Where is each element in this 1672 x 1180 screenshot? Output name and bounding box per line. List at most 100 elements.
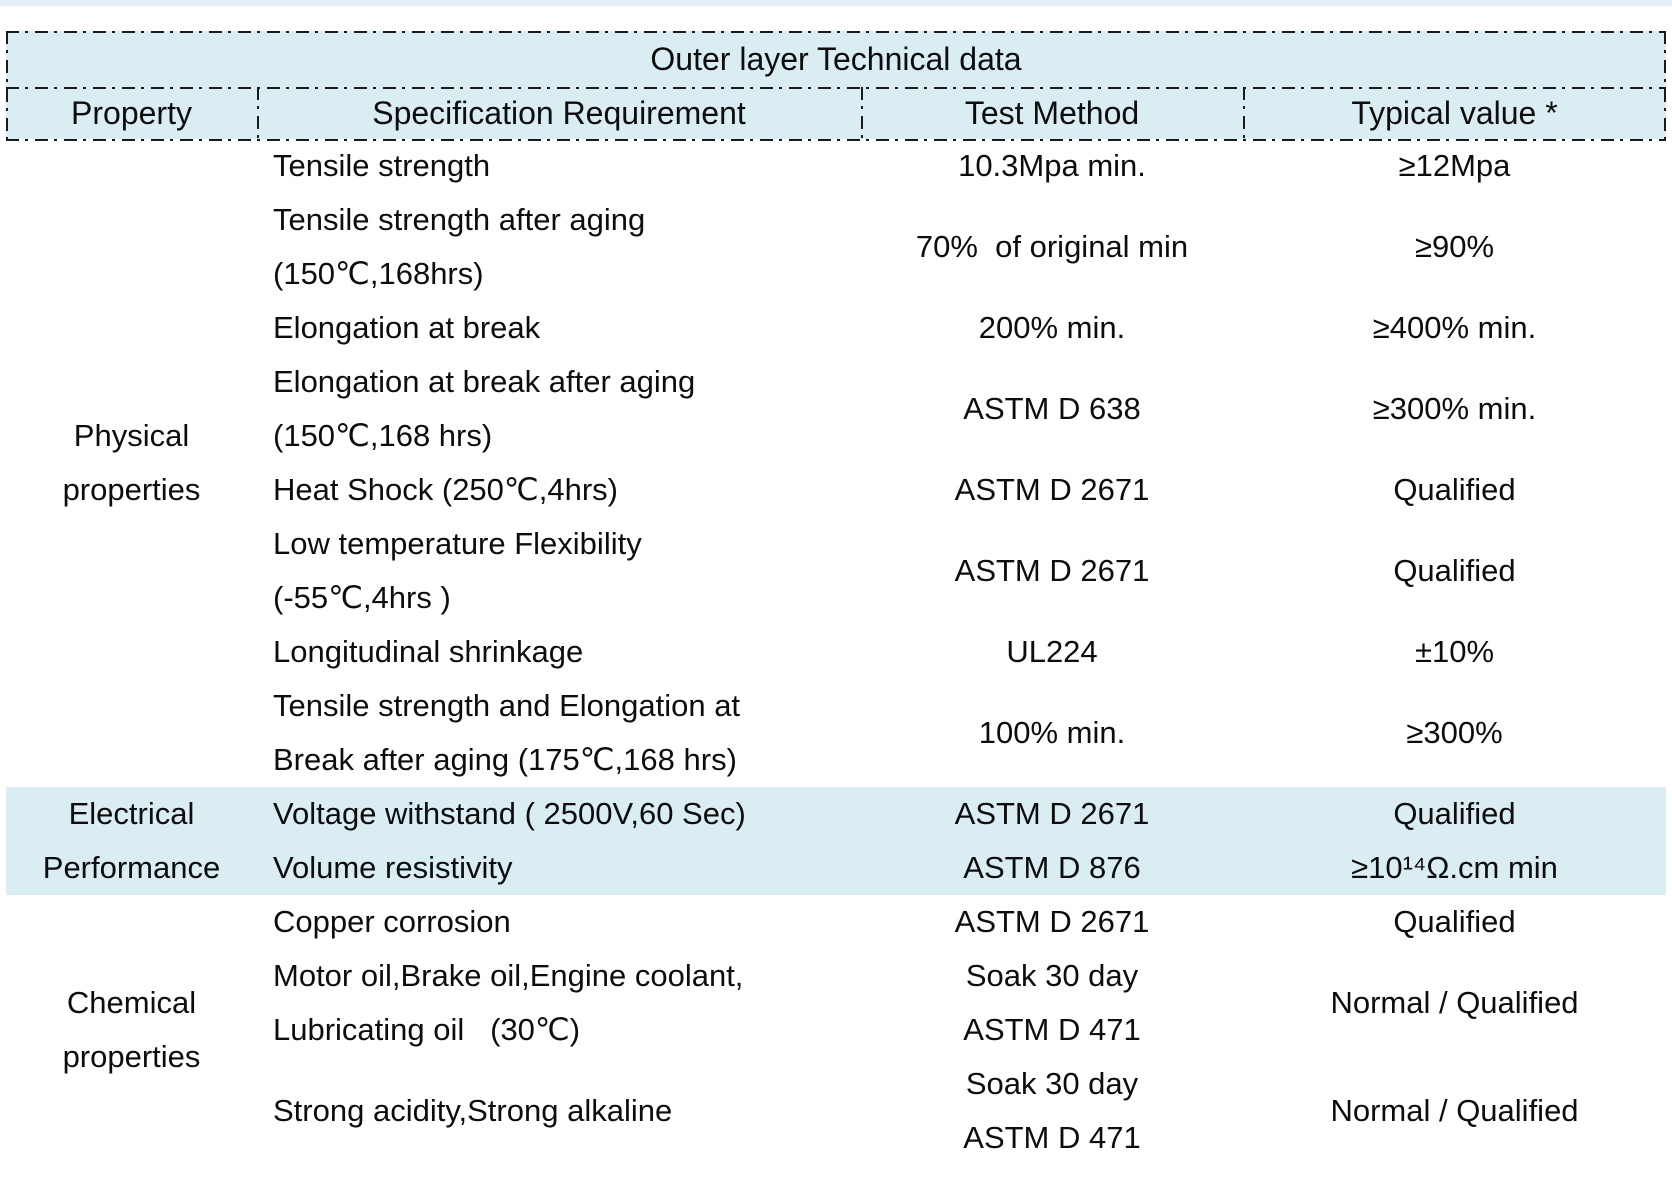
- spec-cell: Volume resistivity: [257, 841, 861, 895]
- cell-line: Copper corrosion: [273, 904, 511, 939]
- cell-line: Physical: [73, 418, 190, 453]
- typical-value-cell: Normal / Qualified: [1243, 949, 1666, 1057]
- cell-line: ≥300% min.: [1372, 391, 1537, 426]
- cell-line: ASTM D 471: [963, 1012, 1141, 1047]
- cell-line: Normal / Qualified: [1330, 1093, 1579, 1128]
- test-method-cell: 70% of original min: [861, 193, 1243, 301]
- cell-line: 200% min.: [978, 310, 1126, 345]
- typical-value-cell: ≥300% min.: [1243, 355, 1666, 463]
- spec-cell: Heat Shock (250℃,4hrs): [257, 463, 861, 517]
- cell-line: Soak 30 day: [965, 1066, 1139, 1101]
- property-group-electrical-performance: Electrical Performance: [6, 787, 257, 895]
- cell-line: ≥400% min.: [1372, 310, 1537, 345]
- cell-line: ±10%: [1414, 634, 1495, 669]
- cell-line: (150℃,168hrs): [273, 256, 484, 291]
- test-method-cell: Soak 30 day ASTM D 471: [861, 949, 1243, 1057]
- cell-line: 10.3Mpa min.: [958, 148, 1146, 183]
- cell-line: Motor oil,Brake oil,Engine coolant,: [273, 958, 744, 993]
- cell-line: Performance: [42, 850, 221, 885]
- cell-line: Tensile strength after aging: [273, 202, 646, 237]
- cell-line: Normal / Qualified: [1330, 985, 1579, 1020]
- column-header-test-method: Test Method: [861, 87, 1243, 139]
- cell-line: Tensile strength and Elongation at: [273, 688, 741, 723]
- property-group-chemical-properties: Chemical properties: [6, 895, 257, 1165]
- cell-line: Qualified: [1393, 553, 1516, 588]
- test-method-cell: 200% min.: [861, 301, 1243, 355]
- cell-line: ASTM D 2671: [954, 904, 1150, 939]
- test-method-cell: ASTM D 2671: [861, 787, 1243, 841]
- column-header-property: Property: [6, 87, 257, 139]
- cell-line: ≥12Mpa: [1398, 148, 1511, 183]
- border-top-line: [6, 31, 1666, 33]
- cell-line: UL224: [1006, 634, 1098, 669]
- border-under-title-line: [6, 87, 1666, 89]
- test-method-cell: ASTM D 638: [861, 355, 1243, 463]
- cell-line: Qualified: [1393, 472, 1516, 507]
- spec-cell: Elongation at break after aging (150℃,168…: [257, 355, 861, 463]
- border-right-line: [1664, 31, 1666, 141]
- test-method-cell: ASTM D 2671: [861, 895, 1243, 949]
- cell-line: Break after aging (175℃,168 hrs): [273, 742, 737, 777]
- cell-line: ASTM D 2671: [954, 553, 1150, 588]
- spec-cell: Tensile strength and Elongation at Break …: [257, 679, 861, 787]
- cell-line: Qualified: [1393, 904, 1516, 939]
- cell-line: 100% min.: [978, 715, 1126, 750]
- typical-value-cell: ≥90%: [1243, 193, 1666, 301]
- cell-line: Volume resistivity: [273, 850, 513, 885]
- typical-value-cell: Qualified: [1243, 517, 1666, 625]
- cell-line: ≥90%: [1414, 229, 1495, 264]
- cell-line: Elongation at break after aging: [273, 364, 696, 399]
- test-method-cell: ASTM D 2671: [861, 463, 1243, 517]
- test-method-cell: ASTM D 2671: [861, 517, 1243, 625]
- cell-line: ASTM D 471: [963, 1120, 1141, 1155]
- cell-line: Soak 30 day: [965, 958, 1139, 993]
- typical-value-cell: ≥400% min.: [1243, 301, 1666, 355]
- test-method-cell: 10.3Mpa min.: [861, 139, 1243, 193]
- typical-value-cell: Normal / Qualified: [1243, 1057, 1666, 1165]
- column-header-specification-requirement: Specification Requirement: [257, 87, 861, 139]
- cell-line: Qualified: [1393, 796, 1516, 831]
- typical-value-cell: Qualified: [1243, 463, 1666, 517]
- typical-value-cell: ≥10¹⁴Ω.cm min: [1243, 841, 1666, 895]
- table-title: Outer layer Technical data: [6, 31, 1666, 87]
- cell-line: properties: [62, 472, 201, 507]
- spec-cell: Low temperature Flexibility (-55℃,4hrs ): [257, 517, 861, 625]
- cell-line: Strong acidity,Strong alkaline: [273, 1093, 673, 1128]
- technical-data-table: Outer layer Technical data Property Spec…: [6, 31, 1666, 1165]
- cell-line: 70% of original min: [915, 229, 1189, 264]
- cell-line: Heat Shock (250℃,4hrs): [273, 472, 618, 507]
- cell-line: Electrical: [68, 796, 195, 831]
- spec-cell: Strong acidity,Strong alkaline: [257, 1057, 861, 1165]
- cell-line: Tensile strength: [273, 148, 491, 183]
- cell-line: Lubricating oil (30℃): [273, 1012, 581, 1047]
- page-top-strip: [0, 0, 1672, 6]
- border-col2-line: [861, 87, 863, 139]
- cell-line: properties: [62, 1039, 201, 1074]
- border-under-header-line: [6, 139, 1666, 141]
- cell-line: Chemical: [66, 985, 197, 1020]
- spec-cell: Voltage withstand ( 2500V,60 Sec): [257, 787, 861, 841]
- typical-value-cell: ≥12Mpa: [1243, 139, 1666, 193]
- test-method-cell: 100% min.: [861, 679, 1243, 787]
- border-left-line: [6, 31, 8, 141]
- cell-line: Low temperature Flexibility: [273, 526, 642, 561]
- cell-line: Elongation at break: [273, 310, 541, 345]
- table-header: Outer layer Technical data Property Spec…: [6, 31, 1666, 139]
- column-header-typical-value: Typical value *: [1243, 87, 1666, 139]
- cell-line: ASTM D 2671: [954, 796, 1150, 831]
- test-method-cell: Soak 30 day ASTM D 471: [861, 1057, 1243, 1165]
- spec-cell: Tensile strength after aging (150℃,168hrs…: [257, 193, 861, 301]
- border-col3-line: [1243, 87, 1245, 139]
- table-body: Physical properties Tensile strength 10.3Mp…: [6, 139, 1666, 1165]
- test-method-cell: UL224: [861, 625, 1243, 679]
- typical-value-cell: ≥300%: [1243, 679, 1666, 787]
- spec-cell: Elongation at break: [257, 301, 861, 355]
- cell-line: ASTM D 638: [963, 391, 1141, 426]
- cell-line: (150℃,168 hrs): [273, 418, 493, 453]
- cell-line: ASTM D 876: [963, 850, 1141, 885]
- cell-line: Longitudinal shrinkage: [273, 634, 584, 669]
- typical-value-cell: Qualified: [1243, 787, 1666, 841]
- typical-value-cell: Qualified: [1243, 895, 1666, 949]
- border-col1-line: [257, 87, 259, 139]
